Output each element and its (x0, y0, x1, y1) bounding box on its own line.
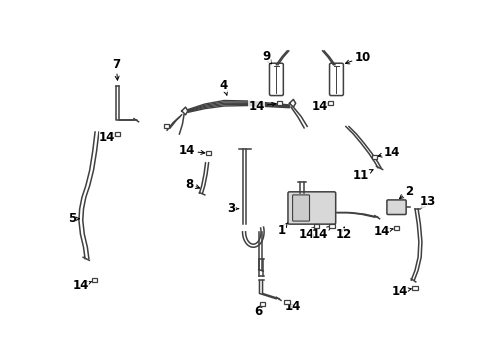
Bar (313, 224, 319, 228)
Bar (92, 278, 97, 282)
Text: 4: 4 (220, 79, 228, 95)
Text: 1: 1 (277, 223, 287, 237)
Text: 5: 5 (68, 212, 80, 225)
FancyBboxPatch shape (329, 63, 343, 95)
FancyBboxPatch shape (269, 63, 283, 95)
Text: 13: 13 (419, 194, 435, 208)
Bar (276, 101, 282, 105)
Bar (371, 155, 376, 159)
Text: 14: 14 (73, 279, 91, 292)
Text: 14: 14 (377, 146, 399, 159)
Text: 7: 7 (112, 58, 120, 80)
Text: 6: 6 (254, 304, 262, 318)
Bar (115, 132, 120, 136)
Bar (259, 302, 264, 306)
Bar (411, 286, 417, 290)
Text: 14: 14 (298, 227, 315, 240)
Bar (393, 226, 398, 230)
Text: 9: 9 (262, 50, 271, 64)
Text: 14: 14 (373, 225, 392, 238)
Bar (205, 151, 211, 155)
Bar (328, 224, 334, 228)
Text: 3: 3 (227, 202, 238, 215)
FancyBboxPatch shape (292, 195, 309, 221)
Text: 2: 2 (399, 185, 412, 199)
Text: 14: 14 (179, 144, 204, 157)
Text: 14: 14 (311, 100, 328, 113)
Text: 10: 10 (345, 50, 370, 64)
Text: 14: 14 (285, 300, 301, 313)
Text: 14: 14 (248, 100, 275, 113)
Text: 12: 12 (335, 227, 351, 240)
Text: 14: 14 (311, 226, 330, 240)
Text: 14: 14 (99, 131, 117, 144)
Text: 14: 14 (390, 285, 410, 298)
Bar (284, 300, 289, 304)
Text: 8: 8 (185, 177, 199, 190)
Text: 11: 11 (352, 169, 372, 182)
FancyBboxPatch shape (386, 200, 406, 215)
FancyBboxPatch shape (287, 192, 335, 224)
Bar (327, 101, 332, 105)
Bar (163, 124, 169, 128)
